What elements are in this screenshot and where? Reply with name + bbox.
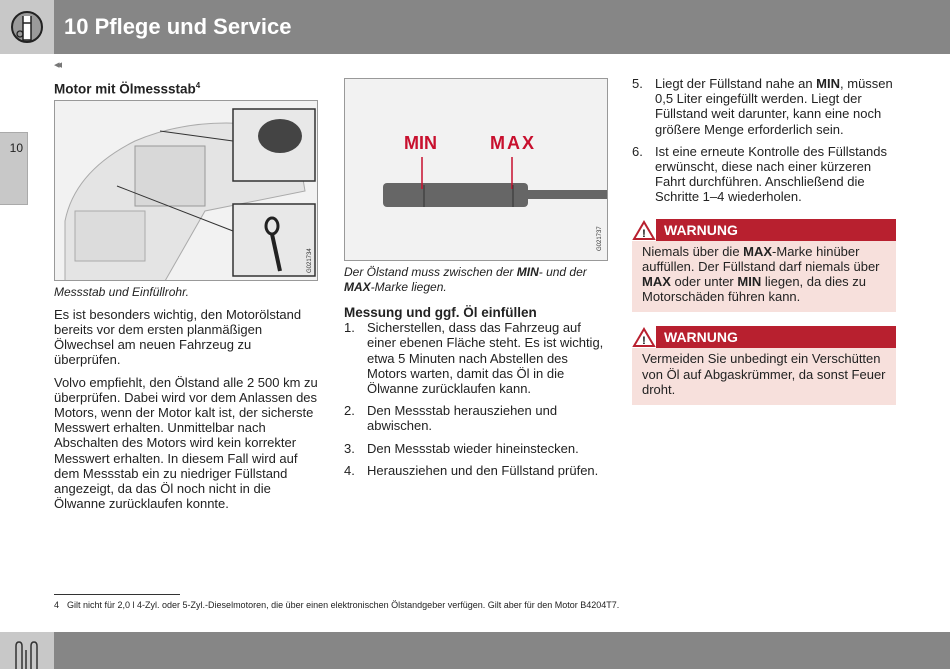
list-item: 1. Sicherstellen, dass das Fahrzeug auf e… [344,320,604,397]
figure-caption: Der Ölstand muss zwischen der MIN- und d… [344,265,587,294]
figure-caption: Messstab und Einfüllrohr. [54,284,189,299]
engine-bay-illustration: G021734 [54,99,318,281]
footnote: 4 Gilt nicht für 2,0 l 4-Zyl. oder 5-Zyl.… [54,600,620,610]
list-item: 5. Liegt der Füllstand nahe an MIN, müsse… [632,76,893,137]
section-heading: Messung und ggf. Öl einfüllen [344,305,537,320]
header-icon-block [0,0,54,54]
warning-box: ! WARNUNG Niemals über die MAX-Marke hinü… [632,218,896,313]
figure-code: G021737 [597,226,603,251]
warning-title: WARNUNG [664,221,738,238]
list-item: 4. Herausziehen und den Füllstand prüfen. [344,462,599,478]
warning-box: ! WARNUNG Vermeiden Sie unbedingt ein Ver… [632,326,896,406]
min-label: MIN [404,133,437,153]
paragraph: Volvo empfiehlt, den Ölstand alle 2 500 … [54,374,318,512]
max-label: MAX [490,133,536,153]
warning-title: WARNUNG [664,329,738,346]
warning-text: Niemals über die MAX-Marke hinüber auffü… [642,243,880,305]
footer-bar [54,632,950,669]
warning-triangle-icon: ! [632,326,656,349]
dipstick-illustration: MIN MAX G021737 [344,78,608,261]
steps-list: 5. Liegt der Füllstand nahe an MIN, müsse… [632,76,896,205]
column-2: MIN MAX G021737 Der Ölstand muss zwische… [344,78,608,485]
list-item: 6. Ist eine erneute Kontrolle des Füllsta… [632,143,887,205]
footnote-divider [54,594,180,595]
section-heading: Motor mit Ölmessstab4 [54,81,201,97]
chapter-tab[interactable]: 10 [0,132,28,205]
steps-list: 1. Sicherstellen, dass das Fahrzeug auf e… [344,320,608,478]
paragraph: Es ist besonders wichtig, den Motorölsta… [54,306,302,368]
car-seat-logo-icon [15,641,38,669]
page-title: 10 Pflege und Service [54,0,950,54]
warning-text: Vermeiden Sie unbedingt ein Verschütten … [642,351,886,397]
column-3: 5. Liegt der Füllstand nahe an MIN, müsse… [632,76,896,419]
wrench-gear-icon [11,11,43,43]
svg-text:!: ! [642,335,646,347]
figure-code: G021734 [307,248,313,273]
column-1: Motor mit Ölmessstab4 G021734 Messstab u… [54,78,318,518]
list-item: 2. Den Messstab herausziehen und abwische… [344,403,558,434]
list-item: 3. Den Messstab wieder hineinstecken. [344,440,579,456]
svg-text:!: ! [642,228,646,240]
warning-triangle-icon: ! [632,218,656,241]
footer-logo-block [0,632,54,669]
previous-page-link[interactable]: ◂◂ [54,59,62,71]
